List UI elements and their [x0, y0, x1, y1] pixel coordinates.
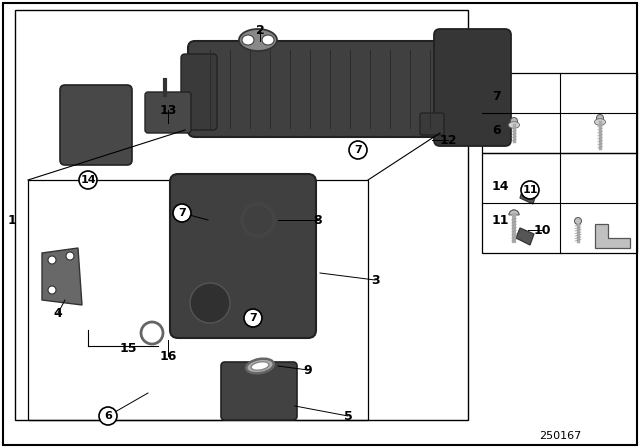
Circle shape: [575, 217, 582, 224]
Circle shape: [596, 115, 604, 121]
Text: 6: 6: [492, 124, 500, 137]
Text: 14: 14: [80, 175, 96, 185]
Text: 11: 11: [492, 214, 509, 227]
Text: 6: 6: [104, 411, 112, 421]
FancyBboxPatch shape: [145, 92, 191, 133]
Ellipse shape: [262, 35, 274, 45]
Bar: [482, 73, 637, 153]
Text: 5: 5: [344, 409, 353, 422]
Ellipse shape: [595, 119, 605, 125]
Circle shape: [48, 256, 56, 264]
Text: 13: 13: [159, 103, 177, 116]
Text: 7: 7: [492, 90, 500, 103]
Circle shape: [190, 283, 230, 323]
Bar: [15, 10, 468, 420]
Bar: [482, 153, 637, 253]
FancyBboxPatch shape: [181, 54, 217, 130]
Text: 15: 15: [119, 341, 137, 354]
FancyBboxPatch shape: [434, 29, 511, 146]
Ellipse shape: [246, 359, 274, 373]
Ellipse shape: [509, 122, 520, 128]
Text: 8: 8: [314, 214, 323, 227]
Circle shape: [244, 309, 262, 327]
Text: 12: 12: [439, 134, 457, 146]
Circle shape: [48, 286, 56, 294]
Text: 2: 2: [255, 23, 264, 36]
Polygon shape: [520, 188, 536, 204]
FancyBboxPatch shape: [188, 41, 457, 137]
Text: 250167: 250167: [539, 431, 581, 441]
Text: 10: 10: [533, 224, 551, 237]
Polygon shape: [516, 228, 534, 245]
Circle shape: [511, 117, 518, 125]
Polygon shape: [42, 248, 82, 305]
Circle shape: [521, 181, 539, 199]
Bar: [28, 180, 368, 420]
Circle shape: [99, 407, 117, 425]
Text: 14: 14: [492, 180, 509, 193]
Circle shape: [66, 252, 74, 260]
Ellipse shape: [242, 35, 254, 45]
Text: 7: 7: [178, 208, 186, 218]
Polygon shape: [595, 224, 630, 248]
Ellipse shape: [239, 29, 277, 51]
Text: 3: 3: [371, 273, 380, 287]
Text: 1: 1: [8, 214, 17, 227]
FancyBboxPatch shape: [60, 85, 132, 165]
Text: 9: 9: [304, 363, 312, 376]
Ellipse shape: [251, 362, 269, 370]
Text: 7: 7: [249, 313, 257, 323]
Text: 7: 7: [354, 145, 362, 155]
Text: 4: 4: [54, 306, 62, 319]
Circle shape: [173, 204, 191, 222]
Wedge shape: [509, 210, 519, 215]
Text: 16: 16: [159, 349, 177, 362]
Circle shape: [349, 141, 367, 159]
FancyBboxPatch shape: [221, 362, 297, 420]
Text: 11: 11: [522, 185, 538, 195]
Circle shape: [79, 171, 97, 189]
FancyBboxPatch shape: [170, 174, 316, 338]
FancyBboxPatch shape: [420, 113, 444, 135]
